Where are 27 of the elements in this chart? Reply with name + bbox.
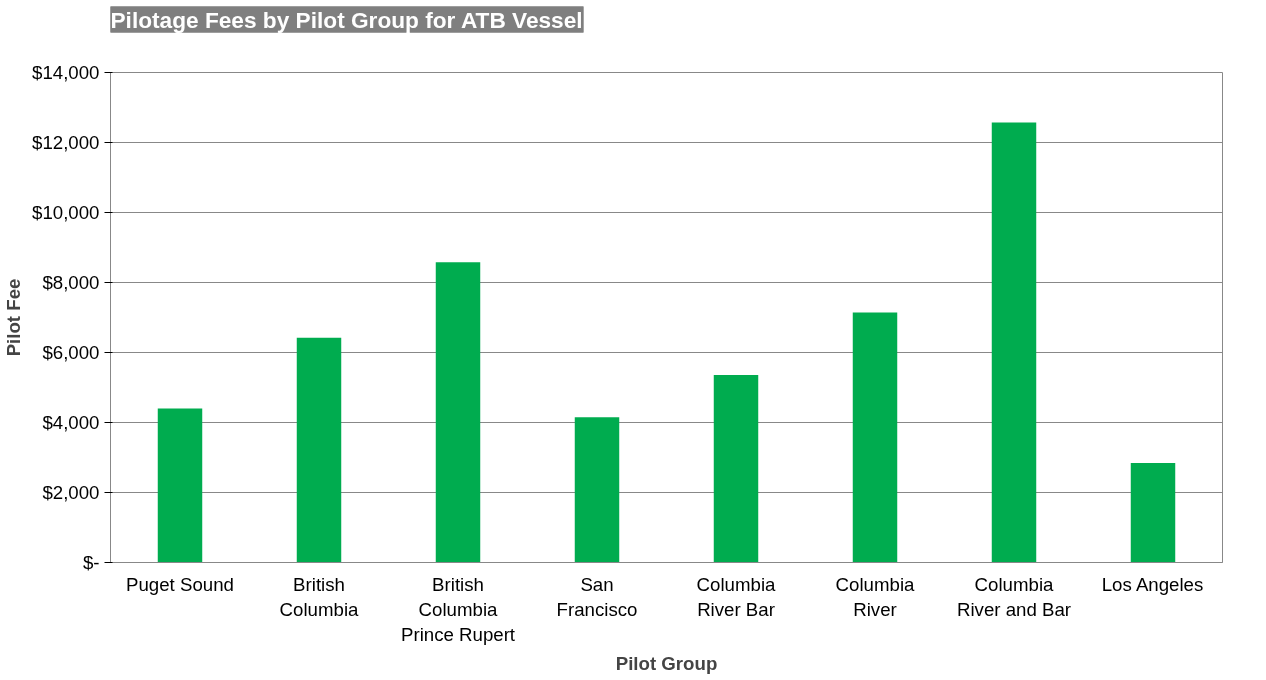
x-axis-title: Pilot Group [615,652,718,674]
y-axis-title: Pilot Fee [3,278,25,357]
y-tick-label: $8,000 [42,272,100,293]
x-tick-label: British Columbia Prince Rupert [400,573,516,645]
bar [713,374,759,563]
chart-title: Pilotage Fees by Pilot Group for ATB Vessel [110,6,583,33]
bar [157,408,203,563]
y-tick-label: $6,000 [42,342,100,363]
y-tick-label: $2,000 [42,482,100,503]
x-tick-label: British Columbia [279,573,360,620]
y-tick-label: $10,000 [32,202,100,223]
y-tick-label: $12,000 [32,132,100,153]
x-tick-label: Los Angeles [1101,573,1204,595]
bar [991,122,1037,563]
bar [574,417,620,563]
x-tick-label: Puget Sound [126,573,234,595]
bar [435,262,481,563]
bar [852,312,898,563]
x-tick-label: Columbia River [835,573,916,620]
bar [296,337,342,563]
x-tick-label: Columbia River and Bar [956,573,1072,620]
y-tick-label: $4,000 [42,412,100,433]
bar [1130,463,1176,563]
x-tick-label: Columbia River Bar [696,573,777,620]
y-tick-label: $- [82,552,100,573]
x-tick-label: San Francisco [556,573,638,620]
y-tick-label: $14,000 [32,62,100,83]
